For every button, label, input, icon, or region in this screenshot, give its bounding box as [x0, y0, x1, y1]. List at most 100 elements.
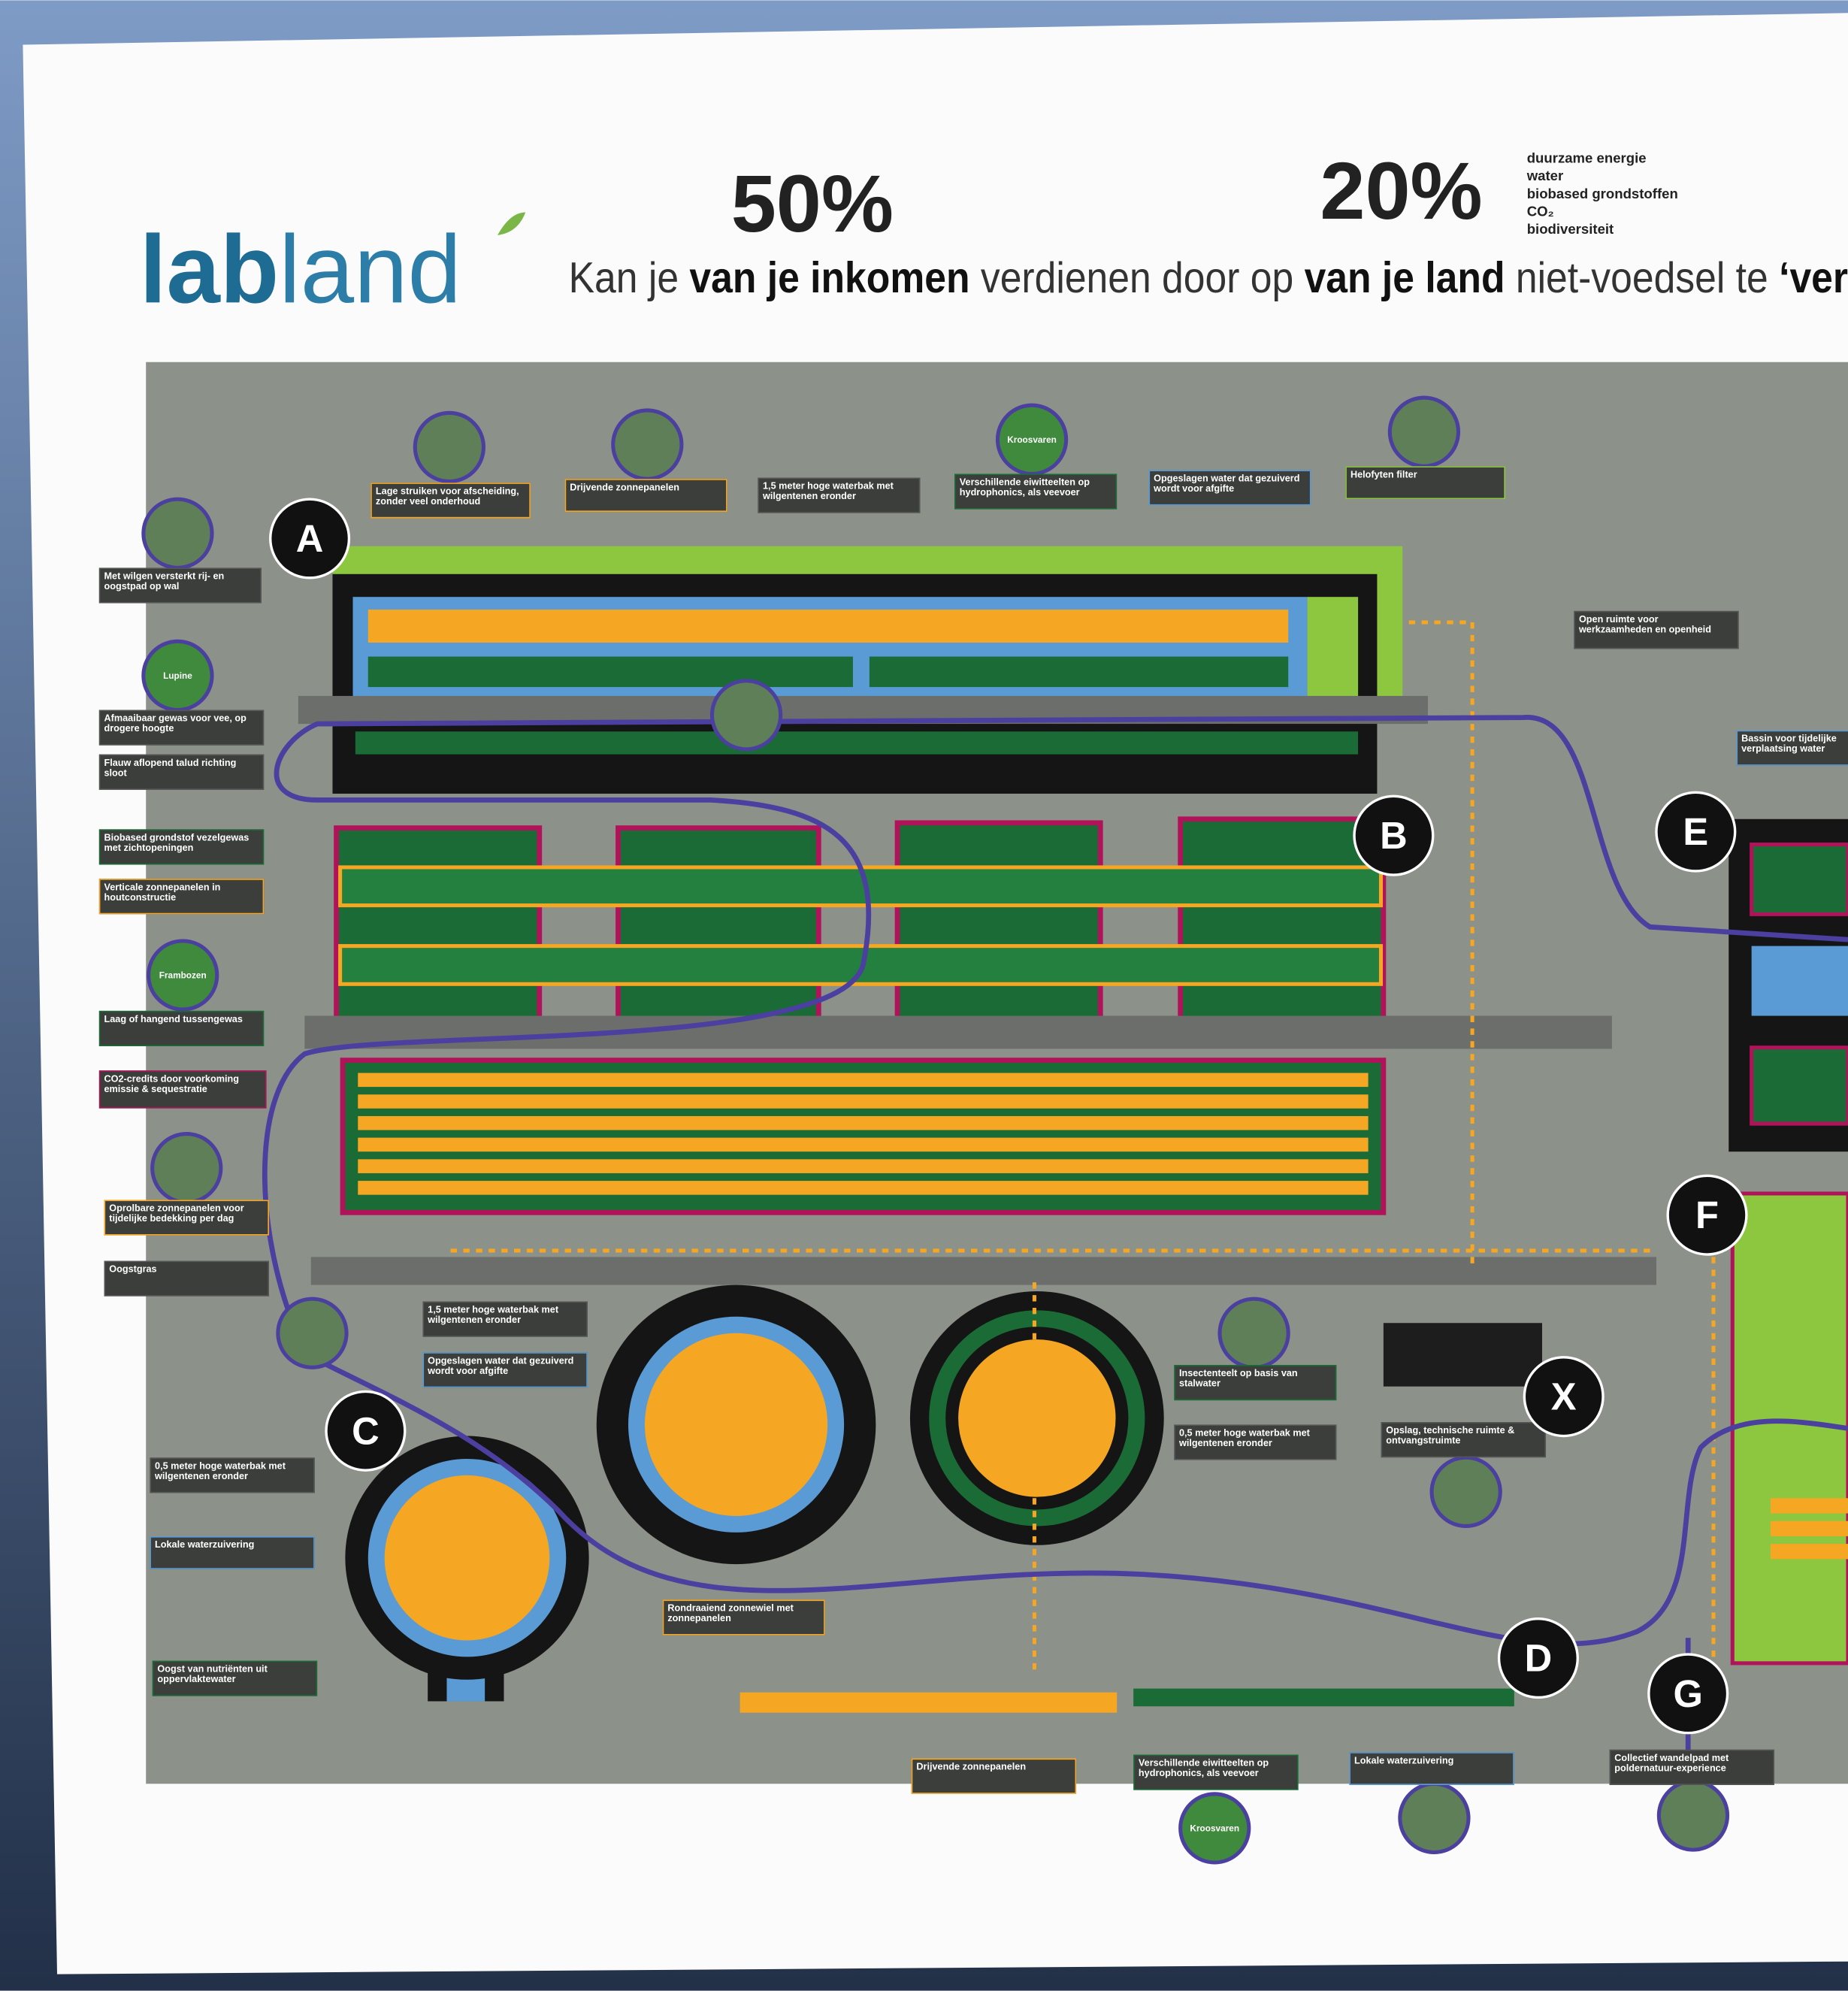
marker-letter: E [1683, 810, 1708, 853]
callout: Verticale zonnepanelen in houtconstructi… [99, 879, 265, 914]
callout: Verschillende eiwitteelten op hydrophoni… [954, 474, 1117, 509]
site-map [146, 362, 1848, 1803]
callout-text: Flauw aflopend talud richting sloot [99, 755, 265, 790]
callout: Oogstgras [104, 1260, 269, 1296]
callout: CO2-credits door voorkoming emissie & se… [99, 1070, 267, 1109]
callout: Lokale waterzuivering [150, 1536, 315, 1569]
plot [337, 828, 540, 1025]
stripe [358, 1138, 1368, 1152]
callout: Insectenteelt op basis van stalwater [1174, 1365, 1336, 1400]
sentence-part: van je land [1305, 254, 1505, 302]
photo-icon [144, 499, 212, 567]
callout-text: Opslag, technische ruimte & ontvangstrui… [1381, 1422, 1546, 1457]
photo-icon [415, 413, 483, 481]
callout: Flauw aflopend talud richting sloot [99, 755, 265, 790]
callout-text: 0,5 meter hoge waterbak met wilgentenen … [150, 1457, 315, 1493]
marker-letter: C [352, 1409, 380, 1452]
building [1384, 1323, 1542, 1386]
income-share: 50% [731, 158, 894, 249]
callout: Oprolbare zonnepanelen voor tijdelijke b… [104, 1200, 269, 1235]
stripe [358, 1159, 1368, 1173]
road [304, 1016, 1612, 1049]
photo-icon [1659, 1781, 1727, 1850]
callout: 1,5 meter hoge waterbak met wilgentenen … [758, 477, 920, 513]
plot [897, 823, 1100, 1024]
list-item: biobased grondstoffen [1527, 186, 1678, 201]
callout-text: Opgeslagen water dat gezuiverd wordt voo… [1148, 470, 1311, 505]
photo-icon [712, 681, 780, 749]
sentence: Kan je van je inkomen verdienen door op … [569, 254, 1848, 302]
sentence-part: Kan je [569, 254, 679, 302]
callout: Drijvende zonnepanelen [565, 479, 727, 512]
callout: Biobased grondstof vezelgewas met zichto… [99, 829, 265, 864]
stripe [358, 1094, 1368, 1109]
callout: Opgeslagen water dat gezuiverd wordt voo… [1148, 470, 1311, 505]
filter [1308, 597, 1359, 698]
photo-icon [1400, 1784, 1468, 1852]
photo-icon [278, 1299, 346, 1367]
icon-label: Lupine [163, 670, 192, 681]
callout: Opslag, technische ruimte & ontvangstrui… [1381, 1422, 1546, 1457]
list-item: water [1526, 168, 1564, 183]
callout: Rondraaiend zonnewiel met zonnepanelen [663, 1599, 825, 1635]
callout-text: 0,5 meter hoge waterbak met wilgentenen … [1174, 1424, 1336, 1460]
callout-text: Helofyten filter [1345, 466, 1505, 499]
callout: Collectief wandelpad met poldernatuur-ex… [1609, 1750, 1774, 1785]
callout-text: Met wilgen versterkt rij- en oogstpad op… [99, 567, 262, 603]
photo-icon [153, 1134, 221, 1203]
callout: Drijvende zonnepanelen [912, 1759, 1077, 1794]
callout: 0,5 meter hoge waterbak met wilgentenen … [1174, 1424, 1336, 1460]
callout: Lokale waterzuivering [1349, 1752, 1514, 1785]
callout-text: 1,5 meter hoge waterbak met wilgentenen … [758, 477, 920, 513]
stripe [358, 1073, 1368, 1088]
marker-letter: A [296, 517, 324, 560]
icon-label: Kroosvaren [1007, 434, 1057, 445]
pond-solar [958, 1339, 1115, 1496]
sentence-part: van je inkomen [689, 254, 969, 302]
marker-letter: B [1380, 814, 1408, 857]
callout-text: CO2-credits door voorkoming emissie & se… [99, 1070, 267, 1109]
photo-icon [1432, 1457, 1500, 1526]
marker-letter: F [1695, 1194, 1719, 1236]
poster-photo: labland 50% 20% Kan je van je inkomen ve… [0, 0, 1848, 1991]
photo-icon [1220, 1299, 1288, 1367]
list-item: CO₂ [1527, 204, 1554, 219]
crop [368, 657, 853, 688]
plot [1752, 845, 1848, 915]
callout-text: Lokale waterzuivering [150, 1536, 315, 1569]
crop [1133, 1689, 1514, 1707]
callout-text: Verschillende eiwitteelten op hydrophoni… [954, 474, 1117, 509]
callout-text: Open ruimte voor werkzaamheden en openhe… [1574, 611, 1739, 649]
water [1752, 946, 1848, 1016]
logo-lab: lab [140, 216, 279, 323]
callout: Laag of hangend tussengewas [99, 1011, 265, 1046]
solar [1771, 1544, 1848, 1559]
callout: Oogst van nutriënten uit oppervlaktewate… [153, 1660, 318, 1696]
callout-text: Lokale waterzuivering [1349, 1752, 1514, 1785]
callout-text: Bassin voor tijdelijke verplaatsing wate… [1736, 731, 1848, 766]
icon-label: Frambozen [159, 970, 207, 980]
page: labland 50% 20% Kan je van je inkomen ve… [0, 0, 1848, 1991]
callout-text: Verticale zonnepanelen in houtconstructi… [99, 879, 265, 914]
sentence-part: ‘ver [1779, 254, 1848, 302]
callout: Met wilgen versterkt rij- en oogstpad op… [99, 567, 262, 603]
pond-solar [385, 1475, 550, 1641]
callout: Helofyten filter [1345, 466, 1505, 499]
callout: Lage struiken voor afscheiding, zonder v… [371, 483, 531, 518]
road [311, 1257, 1656, 1284]
list-item: duurzame energie [1527, 150, 1647, 166]
sentence-part: niet-voedsel te [1516, 254, 1768, 302]
sentence-part: verdienen door op [981, 254, 1293, 302]
callout-text: Drijvende zonnepanelen [912, 1759, 1077, 1794]
marker-letter: G [1673, 1672, 1702, 1715]
photo-icon [1390, 398, 1458, 466]
list-item: biodiversiteit [1527, 221, 1614, 237]
pond-solar [645, 1333, 827, 1516]
callout: Open ruimte voor werkzaamheden en openhe… [1574, 611, 1739, 649]
icon-label: Kroosvaren [1190, 1823, 1239, 1833]
callout-text: Oogst van nutriënten uit oppervlaktewate… [153, 1660, 318, 1696]
callout-text: Rondraaiend zonnewiel met zonnepanelen [663, 1599, 825, 1635]
callout: Opgeslagen water dat gezuiverd wordt voo… [422, 1352, 588, 1387]
plot [618, 828, 818, 1025]
callout-text: Drijvende zonnepanelen [565, 479, 727, 512]
